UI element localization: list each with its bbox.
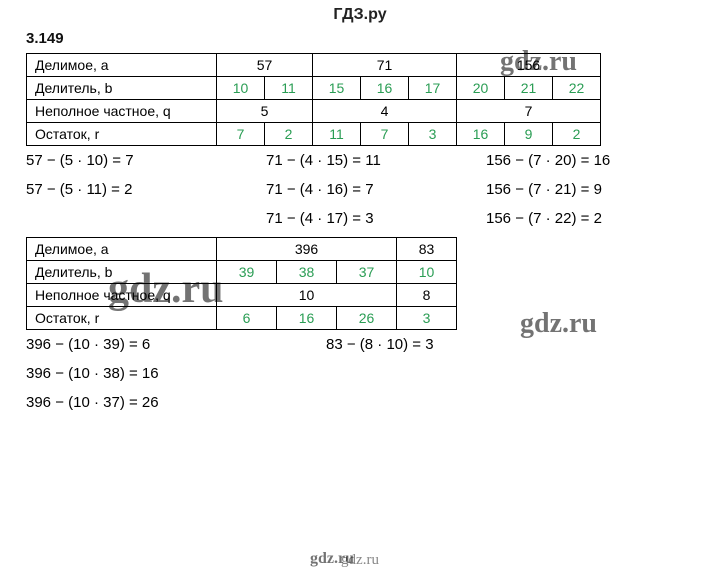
equation: 396 − (10 · 39) = 6	[26, 336, 326, 353]
table-cell: 15	[313, 77, 361, 100]
equation	[26, 210, 266, 227]
equations-block-2: 396 − (10 · 39) = 683 − (8 · 10) = 3396 …	[0, 330, 720, 417]
table-cell: 26	[337, 307, 397, 330]
equation: 57 − (5 · 11) = 2	[26, 181, 266, 198]
row-label: Остаток, r	[27, 307, 217, 330]
equations-block-1: 57 − (5 · 10) = 771 − (4 · 15) = 11156 −…	[0, 146, 720, 233]
problem-number: 3.149	[0, 26, 720, 53]
row-label: Делимое, a	[27, 54, 217, 77]
table-cell: 71	[313, 54, 457, 77]
table-cell: 10	[217, 284, 397, 307]
table-cell: 7	[361, 123, 409, 146]
table-cell: 21	[505, 77, 553, 100]
equation: 57 − (5 · 10) = 7	[26, 152, 266, 169]
division-table-1: Делимое, a5771156Делитель, b101115161720…	[26, 53, 601, 146]
equation: 156 − (7 · 21) = 9	[486, 181, 706, 198]
row-label: Делитель, b	[27, 261, 217, 284]
table-cell: 11	[265, 77, 313, 100]
table-cell: 396	[217, 238, 397, 261]
table-cell: 37	[337, 261, 397, 284]
table-cell: 16	[277, 307, 337, 330]
table-cell: 57	[217, 54, 313, 77]
table-cell: 22	[553, 77, 601, 100]
table-cell: 5	[217, 100, 313, 123]
equation: 156 − (7 · 22) = 2	[486, 210, 706, 227]
table-cell: 10	[397, 261, 457, 284]
table-cell: 6	[217, 307, 277, 330]
division-table-2: Делимое, a39683Делитель, b39383710Неполн…	[26, 237, 457, 330]
equation: 396 − (10 · 38) = 16	[26, 365, 326, 382]
table-cell: 39	[217, 261, 277, 284]
row-label: Неполное частное, q	[27, 284, 217, 307]
table-cell: 3	[409, 123, 457, 146]
table-cell: 4	[313, 100, 457, 123]
table-cell: 16	[361, 77, 409, 100]
equation: 156 − (7 · 20) = 16	[486, 152, 706, 169]
equation	[326, 394, 626, 411]
row-label: Остаток, r	[27, 123, 217, 146]
table-cell: 17	[409, 77, 457, 100]
table-cell: 11	[313, 123, 361, 146]
table-cell: 16	[457, 123, 505, 146]
equation	[326, 365, 626, 382]
row-label: Делитель, b	[27, 77, 217, 100]
table-cell: 9	[505, 123, 553, 146]
table-cell: 7	[217, 123, 265, 146]
page-header: ГДЗ.ру	[0, 0, 720, 26]
table-cell: 7	[457, 100, 601, 123]
table-cell: 83	[397, 238, 457, 261]
row-label: Неполное частное, q	[27, 100, 217, 123]
footer-watermark: gdz.ru	[0, 552, 720, 569]
equation: 71 − (4 · 16) = 7	[266, 181, 486, 198]
table-cell: 3	[397, 307, 457, 330]
row-label: Делимое, a	[27, 238, 217, 261]
equation: 71 − (4 · 17) = 3	[266, 210, 486, 227]
equation: 71 − (4 · 15) = 11	[266, 152, 486, 169]
equation: 83 − (8 · 10) = 3	[326, 336, 626, 353]
table-cell: 2	[553, 123, 601, 146]
equation: 396 − (10 · 37) = 26	[26, 394, 326, 411]
table-cell: 156	[457, 54, 601, 77]
table-cell: 20	[457, 77, 505, 100]
table-cell: 38	[277, 261, 337, 284]
table-cell: 10	[217, 77, 265, 100]
table-cell: 8	[397, 284, 457, 307]
table-cell: 2	[265, 123, 313, 146]
